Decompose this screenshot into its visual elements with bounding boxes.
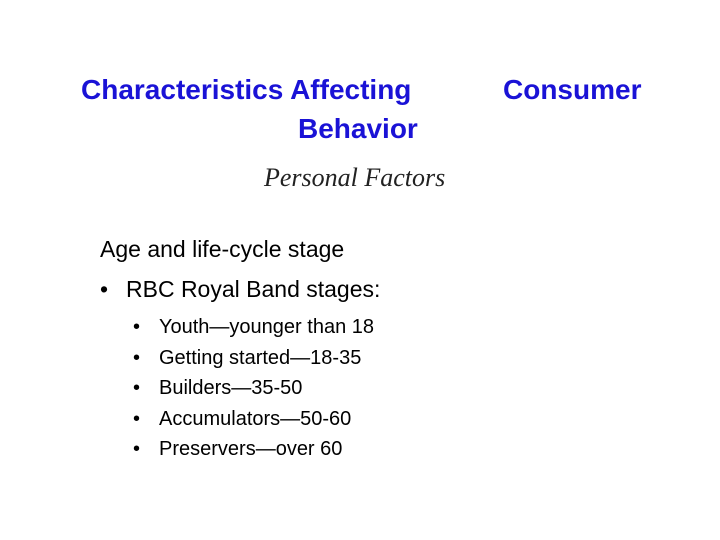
slide-title-part-3: Behavior (298, 113, 418, 144)
stage-item: • Accumulators—50-60 (133, 404, 374, 435)
stage-item: • Preservers—over 60 (133, 434, 374, 465)
stage-label: Builders—35-50 (159, 377, 303, 399)
bullet-icon: • (133, 438, 141, 460)
stage-label: Preservers—over 60 (159, 438, 343, 460)
stage-label: Accumulators—50-60 (159, 407, 352, 430)
stages-list: • Youth—younger than 18 • Getting started—… (133, 312, 374, 465)
bullet-icon: • (133, 316, 141, 338)
section-heading: Age and life-cycle stage (100, 236, 345, 262)
slide-subtitle: Personal Factors (264, 163, 446, 192)
slide-title-part-2: Consumer (503, 74, 642, 105)
stage-label: Youth—younger than 18 (159, 316, 374, 338)
stage-item: • Youth—younger than 18 (133, 312, 374, 343)
bullet-item-stages: • RBC Royal Band stages: (100, 278, 380, 301)
bullet-icon: • (133, 346, 141, 369)
slide-title-part-1: Characteristics Affecting (81, 74, 412, 105)
stage-item: • Builders—35-50 (133, 373, 374, 404)
bullet-icon: • (133, 407, 141, 430)
bullet-icon: • (100, 276, 109, 302)
bullet-icon: • (133, 377, 141, 399)
stage-label: Getting started—18-35 (159, 346, 362, 369)
bullet-item-label: RBC Royal Band stages: (126, 276, 381, 302)
stage-item: • Getting started—18-35 (133, 343, 374, 374)
